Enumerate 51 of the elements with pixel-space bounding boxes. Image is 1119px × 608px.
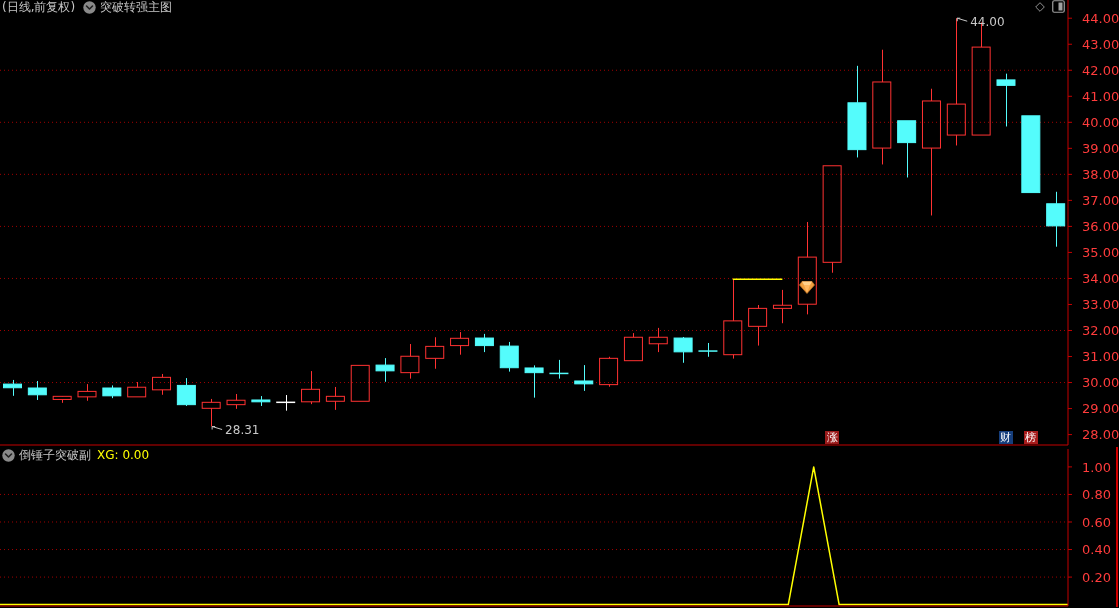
candlestick: [400, 343, 420, 380]
y-tick-label: 30.00: [1082, 375, 1119, 391]
y-tick-label: 36.00: [1082, 219, 1119, 235]
y-tick-label: 0.60: [1082, 514, 1111, 530]
chart-title: (日线,前复权): [2, 0, 76, 14]
y-tick-label: 0.20: [1082, 569, 1111, 585]
candlestick: [797, 221, 817, 315]
annotation: XG: 0.00: [97, 448, 150, 462]
candlestick: [201, 398, 221, 428]
chart-title: 倒锤子突破副: [19, 448, 91, 462]
annotation: 涨: [826, 431, 838, 444]
y-tick-label: 40.00: [1082, 114, 1119, 130]
y-tick-label: 37.00: [1082, 193, 1119, 208]
candlestick: [772, 289, 792, 324]
y-tick-label: 32.00: [1082, 323, 1119, 339]
candlestick: [1046, 191, 1066, 248]
y-tick-label: 35.00: [1082, 245, 1119, 261]
annotation: 44.00: [970, 14, 1005, 29]
y-tick-label: 41.00: [1082, 88, 1119, 104]
chart-subtitle: 突破转强主图: [100, 0, 173, 14]
y-tick-label: 1.00: [1082, 459, 1111, 475]
y-tick-label: 34.00: [1082, 271, 1119, 287]
y-tick-label: 38.00: [1082, 166, 1119, 182]
candlestick: [748, 304, 768, 347]
y-tick-label: 42.00: [1082, 62, 1119, 78]
candlestick: [301, 370, 321, 405]
y-tick-label: 31.00: [1082, 349, 1119, 365]
candlestick: [226, 393, 246, 410]
candlestick: [648, 327, 668, 353]
candlestick: [425, 336, 445, 370]
candlestick: [921, 88, 941, 216]
y-tick-label: 43.00: [1082, 36, 1119, 52]
y-tick-label: 0.80: [1082, 487, 1111, 503]
candlestick: [723, 278, 743, 360]
y-tick-label: 44.00: [1082, 10, 1119, 26]
candlestick: [275, 394, 296, 412]
candlestick: [152, 373, 172, 396]
y-tick-label: 33.00: [1082, 297, 1119, 313]
annotation: 28.31: [225, 423, 260, 438]
candlestick: [450, 331, 470, 356]
candlestick: [574, 364, 594, 392]
candlestick: [946, 17, 966, 146]
annotation: 财: [1000, 431, 1012, 444]
annotation: 榜: [1025, 431, 1037, 444]
candlestick: [176, 377, 196, 406]
candlestick: [872, 49, 892, 165]
y-tick-label: 39.00: [1082, 140, 1119, 156]
y-tick-label: 28.00: [1082, 427, 1119, 443]
y-tick-label: 29.00: [1082, 401, 1119, 417]
y-tick-label: 0.40: [1082, 542, 1111, 558]
candlestick: [548, 359, 570, 380]
